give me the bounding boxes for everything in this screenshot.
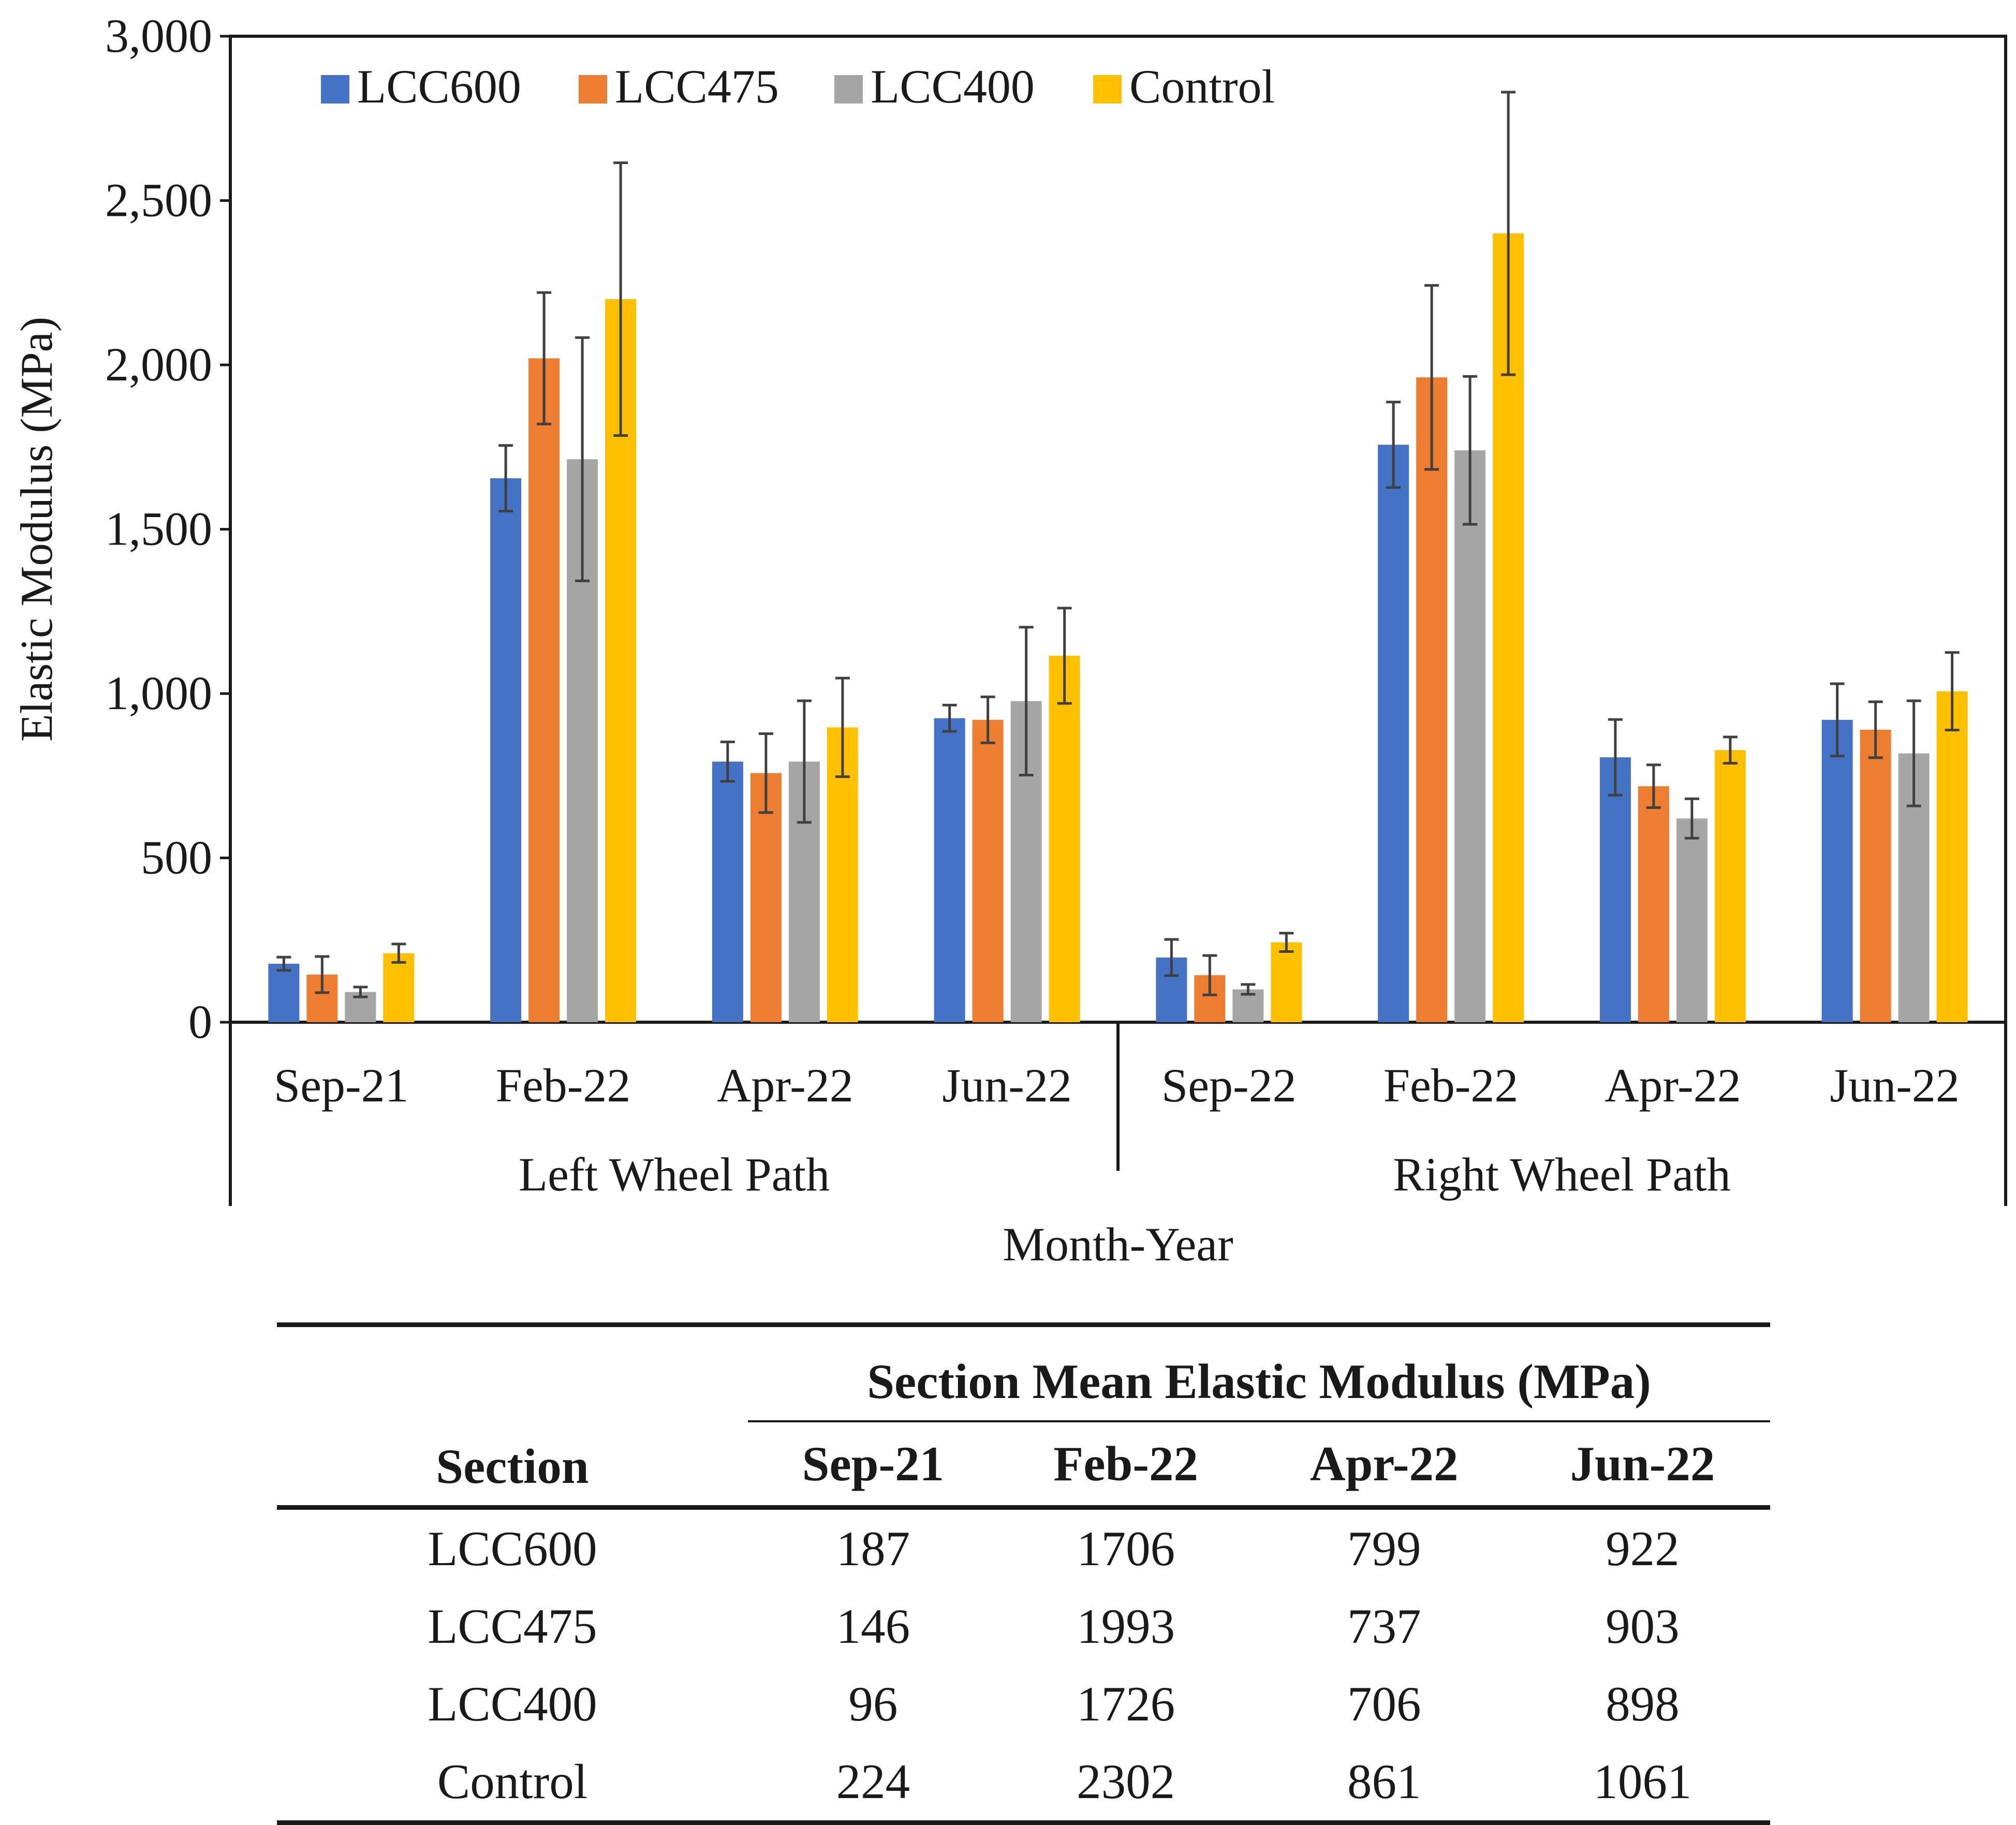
x-tick-label: Sep-22	[1161, 1059, 1297, 1112]
bar	[1599, 757, 1631, 1022]
section-header: Section	[277, 1324, 748, 1510]
table-row: LCC600 187 1706 799 922	[277, 1508, 1770, 1588]
legend-label: LCC400	[871, 60, 1035, 113]
legend-label: LCC475	[615, 60, 779, 113]
legend-label: LCC600	[357, 60, 521, 113]
summary-table: Section Section Mean Elastic Modulus (MP…	[277, 1322, 1770, 1825]
table-cell: 898	[1606, 1676, 1680, 1731]
y-tick-label: 2,000	[105, 338, 212, 391]
table-row: Control 224 2302 861 1061	[277, 1743, 1770, 1823]
row-section: Control	[437, 1754, 588, 1809]
table-cell: 737	[1347, 1599, 1421, 1654]
y-axis-label: Elastic Modulus (MPa)	[12, 317, 62, 742]
table-cell: 96	[848, 1676, 898, 1731]
table-cell: 1706	[1077, 1521, 1175, 1576]
table-cell: 2302	[1077, 1754, 1175, 1809]
table-cell: 1726	[1077, 1676, 1175, 1731]
bar	[1454, 450, 1486, 1022]
bar	[1638, 786, 1669, 1022]
bar-chart: 0 500 1,000 1,500 2,000 2,500 3,000 Elastic Mod…	[12, 9, 2007, 1271]
table-cell: 903	[1606, 1599, 1680, 1654]
x-tick-label: Apr-22	[717, 1059, 854, 1112]
y-tick-label: 0	[188, 995, 212, 1048]
bar	[972, 719, 1004, 1022]
bar	[750, 773, 782, 1022]
bar	[1860, 729, 1891, 1022]
bar	[1378, 445, 1409, 1023]
bar	[1714, 750, 1746, 1022]
bar	[490, 478, 522, 1023]
x-tick-label: Feb-22	[1384, 1059, 1519, 1112]
table-cell: 799	[1347, 1521, 1421, 1576]
bar	[268, 963, 300, 1022]
y-tick-label: 500	[141, 831, 212, 884]
bar	[712, 761, 743, 1022]
bar	[528, 358, 560, 1022]
legend-swatch	[1093, 75, 1122, 104]
bar	[1271, 942, 1302, 1022]
x-tick-label: Feb-22	[496, 1059, 631, 1112]
bar	[383, 953, 415, 1022]
column-header: Jun-22	[1514, 1421, 1770, 1510]
table-cell: 187	[836, 1521, 910, 1576]
legend-swatch	[321, 75, 349, 104]
row-section: LCC475	[428, 1599, 597, 1654]
table-cell: 861	[1347, 1754, 1421, 1809]
bar	[1936, 691, 1968, 1022]
column-header: Apr-22	[1253, 1421, 1515, 1510]
group-header: Section Mean Elastic Modulus (MPa)	[748, 1324, 1770, 1422]
y-tick-label: 2,500	[105, 174, 212, 227]
row-section: LCC600	[428, 1521, 597, 1576]
table-cell: 706	[1347, 1676, 1421, 1731]
x-tick-label: Jun-22	[1830, 1059, 1959, 1112]
table-row: LCC400 96 1726 706 898	[277, 1665, 1770, 1743]
column-header: Sep-21	[748, 1421, 998, 1510]
row-section: LCC400	[428, 1676, 597, 1731]
bar	[934, 718, 965, 1022]
bar	[1416, 377, 1448, 1022]
x-tick-label: Sep-21	[274, 1059, 409, 1112]
bar	[1049, 655, 1080, 1022]
table-cell: 922	[1606, 1521, 1680, 1576]
table-cell: 1993	[1077, 1599, 1175, 1654]
bar	[1821, 719, 1853, 1022]
table-row: LCC475 146 1993 737 903	[277, 1587, 1770, 1665]
group-label: Right Wheel Path	[1393, 1148, 1730, 1201]
legend-swatch	[579, 75, 607, 104]
x-tick-label: Jun-22	[942, 1059, 1071, 1112]
y-tick-label: 1,500	[105, 503, 212, 555]
table-cell: 1061	[1593, 1754, 1692, 1809]
x-tick-label: Apr-22	[1605, 1059, 1741, 1112]
y-tick-label: 1,000	[105, 667, 212, 719]
summary-table-container: Section Section Mean Elastic Modulus (MP…	[277, 1322, 1770, 1825]
table-cell: 224	[836, 1754, 910, 1809]
column-header: Feb-22	[998, 1421, 1254, 1510]
y-tick-label: 3,000	[105, 9, 212, 62]
legend-label: Control	[1129, 60, 1275, 113]
group-label: Left Wheel Path	[519, 1148, 830, 1201]
x-axis-label: Month-Year	[1003, 1218, 1233, 1271]
table-cell: 146	[836, 1599, 910, 1654]
legend-swatch	[834, 75, 863, 104]
bar	[1676, 818, 1708, 1022]
